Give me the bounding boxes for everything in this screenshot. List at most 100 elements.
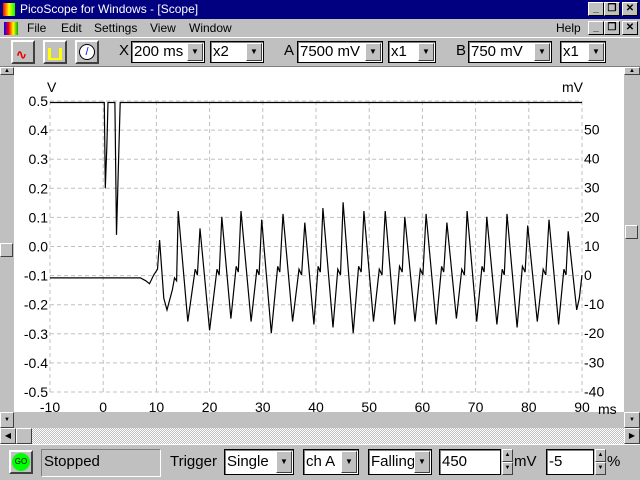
right-y-tick-label: -30 xyxy=(584,354,604,370)
spin-down-icon[interactable]: ▼ xyxy=(595,462,606,475)
traces xyxy=(50,101,583,334)
child-restore-button[interactable]: ❐ xyxy=(604,21,620,35)
tick-labels: -10 0 10 20 30 40 50 60 70 80 90 0.5 0.4 0.3 0.2 0.1 0.0… xyxy=(24,93,605,415)
status-text: Stopped xyxy=(41,449,161,477)
left-y-tick-label: 0.3 xyxy=(29,151,49,167)
document-icon xyxy=(4,22,18,35)
menu-bar: File Edit Settings View Window Help _ ❐ … xyxy=(0,19,640,37)
left-y-tick-label: 0.5 xyxy=(29,93,49,109)
right-y-tick-label: 40 xyxy=(584,151,600,167)
scope-mode-button[interactable]: ∿ xyxy=(11,40,35,64)
right-y-tick-label: -10 xyxy=(584,296,604,312)
channel-b-trace xyxy=(50,202,583,334)
x-tick-label: -10 xyxy=(40,399,60,415)
menu-file[interactable]: File xyxy=(27,21,47,35)
x-tick-label: 30 xyxy=(255,399,271,415)
left-y-tick-label: -0.2 xyxy=(24,297,48,313)
x-tick-label: 60 xyxy=(415,399,431,415)
left-y-tick-label: 0.1 xyxy=(29,209,49,225)
x-multiplier-select[interactable]: x2 ▼ xyxy=(210,41,264,63)
right-offset-thumb[interactable] xyxy=(625,225,638,239)
chevron-down-icon[interactable]: ▼ xyxy=(414,451,430,473)
right-y-tick-label: -40 xyxy=(584,383,604,399)
minimize-button[interactable]: _ xyxy=(588,2,604,16)
trigger-level-unit: mV xyxy=(514,453,537,470)
chevron-down-icon[interactable]: ▼ xyxy=(187,43,203,61)
left-offset-thumb[interactable] xyxy=(0,243,13,257)
spin-up-icon[interactable]: ▲ xyxy=(595,449,606,462)
chevron-down-icon[interactable]: ▼ xyxy=(341,451,357,473)
channel-a-range-select[interactable]: 7500 mV ▼ xyxy=(297,41,383,63)
trigger-mode-value: Single xyxy=(227,453,269,470)
scroll-up-arrow[interactable]: ▲ xyxy=(0,67,14,75)
a-label: A xyxy=(284,42,295,59)
toolbar: ∿ / X 200 ms ▼ x2 ▼ A 7500 mV ▼ x1 ▼ B 750 m… xyxy=(0,37,640,67)
menu-help[interactable]: Help xyxy=(556,21,581,35)
trigger-mode-select[interactable]: Single ▼ xyxy=(224,449,294,475)
trigger-label: Trigger xyxy=(170,453,217,470)
app-icon xyxy=(3,3,15,16)
trigger-channel-select[interactable]: ch A ▼ xyxy=(303,449,359,475)
left-y-tick-label: 0.2 xyxy=(29,180,49,196)
time-scrollbar[interactable]: ◀ ▶ xyxy=(0,428,640,444)
scroll-down-arrow[interactable]: ▼ xyxy=(624,412,640,428)
scroll-down-arrow[interactable]: ▼ xyxy=(0,412,14,428)
menu-window[interactable]: Window xyxy=(189,21,232,35)
left-y-tick-label: 0.4 xyxy=(29,122,49,138)
child-minimize-button[interactable]: _ xyxy=(588,21,604,35)
x-tick-label: 70 xyxy=(468,399,484,415)
chevron-down-icon[interactable]: ▼ xyxy=(365,43,381,61)
left-offset-scrollbar[interactable]: ▲ ▼ xyxy=(0,67,14,428)
channel-a-multiplier-select[interactable]: x1 ▼ xyxy=(388,41,436,63)
right-y-tick-label: 0 xyxy=(584,267,592,283)
scroll-left-arrow[interactable]: ◀ xyxy=(0,428,16,444)
chevron-down-icon[interactable]: ▼ xyxy=(276,451,292,473)
left-y-tick-label: -0.3 xyxy=(24,326,48,342)
chevron-down-icon[interactable]: ▼ xyxy=(588,43,604,61)
channel-a-trace xyxy=(50,101,582,235)
scroll-right-arrow[interactable]: ▶ xyxy=(624,428,640,444)
trigger-edge-value: Falling xyxy=(371,453,416,470)
spectrum-icon xyxy=(48,48,62,60)
trigger-level-spinner[interactable]: ▲ ▼ xyxy=(502,449,513,475)
child-close-button[interactable]: ✕ xyxy=(622,21,638,35)
right-y-tick-label: 10 xyxy=(584,238,600,254)
x-multiplier-value: x2 xyxy=(213,43,229,60)
spin-up-icon[interactable]: ▲ xyxy=(502,449,513,462)
x-tick-label: 50 xyxy=(361,399,377,415)
channel-b-multiplier-select[interactable]: x1 ▼ xyxy=(560,41,606,63)
time-scroll-thumb[interactable] xyxy=(16,428,32,444)
right-offset-scrollbar[interactable]: ▲ ▼ xyxy=(624,67,640,428)
x-tick-label: 90 xyxy=(574,399,590,415)
chevron-down-icon[interactable]: ▼ xyxy=(534,43,550,61)
channel-b-range-select[interactable]: 750 mV ▼ xyxy=(468,41,552,63)
menu-edit[interactable]: Edit xyxy=(61,21,82,35)
right-y-tick-label: 30 xyxy=(584,180,600,196)
left-y-tick-label: -0.1 xyxy=(24,268,48,284)
spectrum-mode-button[interactable] xyxy=(43,40,67,64)
pretrigger-spinner[interactable]: ▲ ▼ xyxy=(595,449,606,475)
restore-button[interactable]: ❐ xyxy=(604,2,620,16)
left-y-tick-label: -0.4 xyxy=(24,355,48,371)
window-title: PicoScope for Windows - [Scope] xyxy=(20,2,199,16)
chevron-down-icon[interactable]: ▼ xyxy=(418,43,434,61)
right-y-tick-label: 20 xyxy=(584,209,600,225)
close-button[interactable]: ✕ xyxy=(622,2,638,16)
meter-mode-button[interactable]: / xyxy=(75,40,99,64)
go-button[interactable]: GO xyxy=(9,450,33,474)
timebase-select[interactable]: 200 ms ▼ xyxy=(131,41,205,63)
x-tick-label: 80 xyxy=(521,399,537,415)
menu-view[interactable]: View xyxy=(150,21,176,35)
chevron-down-icon[interactable]: ▼ xyxy=(246,43,262,61)
channel-a-range-value: 7500 mV xyxy=(300,43,361,60)
trigger-level-input[interactable]: 450 xyxy=(439,449,501,475)
menu-settings[interactable]: Settings xyxy=(94,21,138,35)
spin-down-icon[interactable]: ▼ xyxy=(502,462,513,475)
left-y-tick-label: -0.5 xyxy=(24,384,48,400)
x-tick-label: 20 xyxy=(202,399,218,415)
trigger-edge-select[interactable]: Falling ▼ xyxy=(368,449,432,475)
channel-b-multiplier-value: x1 xyxy=(563,43,579,60)
pretrigger-input[interactable]: -5 xyxy=(546,449,594,475)
x-axis-unit: ms xyxy=(598,401,617,417)
